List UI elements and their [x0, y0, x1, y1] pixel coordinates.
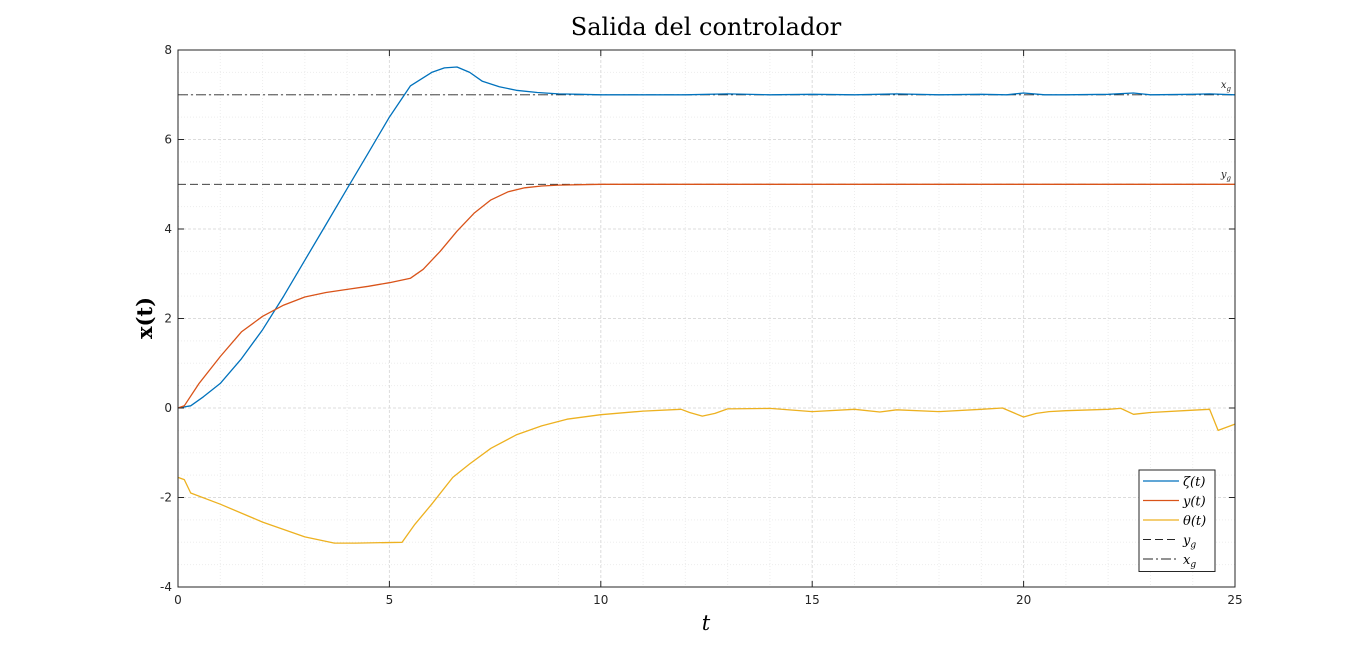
series-line-2 [177, 407, 1236, 544]
axis-ticks: 0 5 10 15 20 25 -4 -2 0 2 4 6 8 [160, 43, 1243, 607]
x-tick-label: 20 [1016, 593, 1031, 607]
annotation-y-g: yg [1220, 169, 1232, 182]
legend-label-0: ζ(t) [1183, 475, 1205, 490]
series-layer [177, 66, 1236, 544]
annotations: xg yg [1220, 80, 1232, 183]
series-line-1 [177, 183, 1235, 409]
grid [178, 50, 1235, 587]
legend-label-2: θ(t) [1183, 514, 1206, 529]
x-axis-label: t [702, 611, 711, 635]
x-tick-label: 0 [174, 593, 182, 607]
y-tick-label: -2 [160, 491, 172, 505]
legend-label-1: y(t) [1182, 495, 1206, 510]
chart-title: Salida del controlador [571, 13, 842, 41]
y-tick-label: -4 [160, 580, 172, 594]
legend-box [1138, 469, 1216, 572]
x-tick-label: 5 [386, 593, 394, 607]
x-tick-label: 15 [805, 593, 820, 607]
y-axis-label: x(t) [132, 297, 157, 339]
y-tick-label: 6 [164, 133, 172, 147]
y-tick-label: 4 [164, 222, 172, 236]
annotation-x-g: xg [1221, 80, 1232, 93]
x-tick-label: 25 [1227, 593, 1242, 607]
y-tick-label: 0 [164, 401, 172, 415]
plot-area [178, 50, 1235, 587]
series-line-0 [177, 66, 1236, 409]
y-tick-label: 8 [164, 43, 172, 57]
y-tick-label: 2 [164, 312, 172, 326]
x-tick-label: 10 [593, 593, 608, 607]
